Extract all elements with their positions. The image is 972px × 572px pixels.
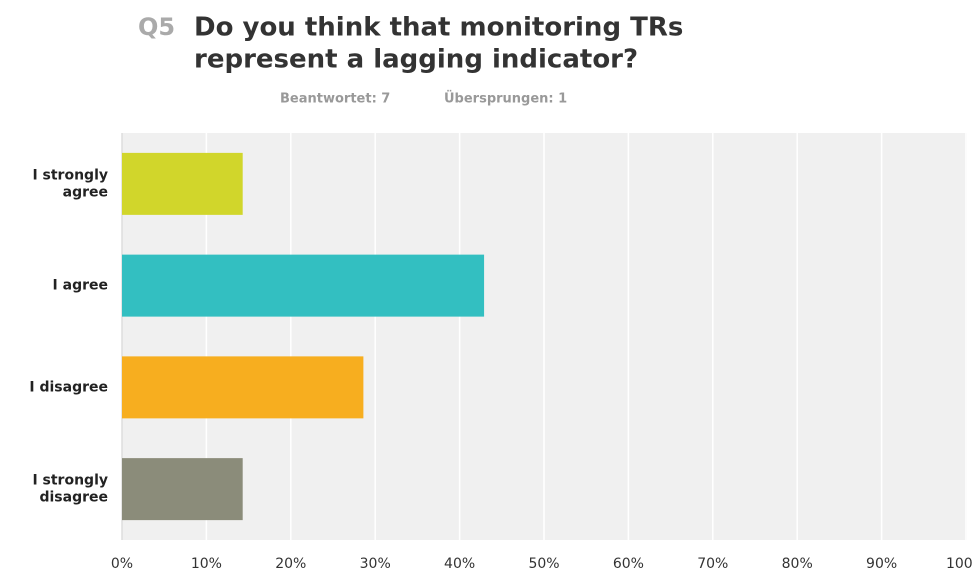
y-tick-label: I strongly disagree <box>32 473 108 506</box>
x-tick-label: 20% <box>275 556 306 572</box>
bar <box>122 356 364 419</box>
y-tick-label: I agree <box>53 278 108 294</box>
subtitle: Übersprungen: 1 <box>444 91 567 107</box>
y-tick-label: I disagree <box>29 379 108 395</box>
x-tick-label: 0% <box>111 556 133 572</box>
x-tick-label: 80% <box>782 556 813 572</box>
bar <box>122 152 243 215</box>
question-number: Q5 <box>138 13 175 41</box>
x-tick-label: 50% <box>528 556 559 572</box>
x-tick-label: 90% <box>866 556 897 572</box>
x-tick-label: 70% <box>697 556 728 572</box>
x-tick-label: 100% <box>946 556 972 572</box>
y-tick-label: I strongly agree <box>32 167 108 200</box>
bar <box>122 458 243 521</box>
chart-title: represent a lagging indicator? <box>194 45 638 75</box>
x-tick-label: 60% <box>613 556 644 572</box>
bar <box>122 254 485 317</box>
chart-title: Do you think that monitoring TRs <box>194 13 683 43</box>
x-tick-label: 30% <box>360 556 391 572</box>
x-tick-label: 40% <box>444 556 475 572</box>
x-tick-label: 10% <box>191 556 222 572</box>
subtitle: Beantwortet: 7 <box>280 92 390 107</box>
